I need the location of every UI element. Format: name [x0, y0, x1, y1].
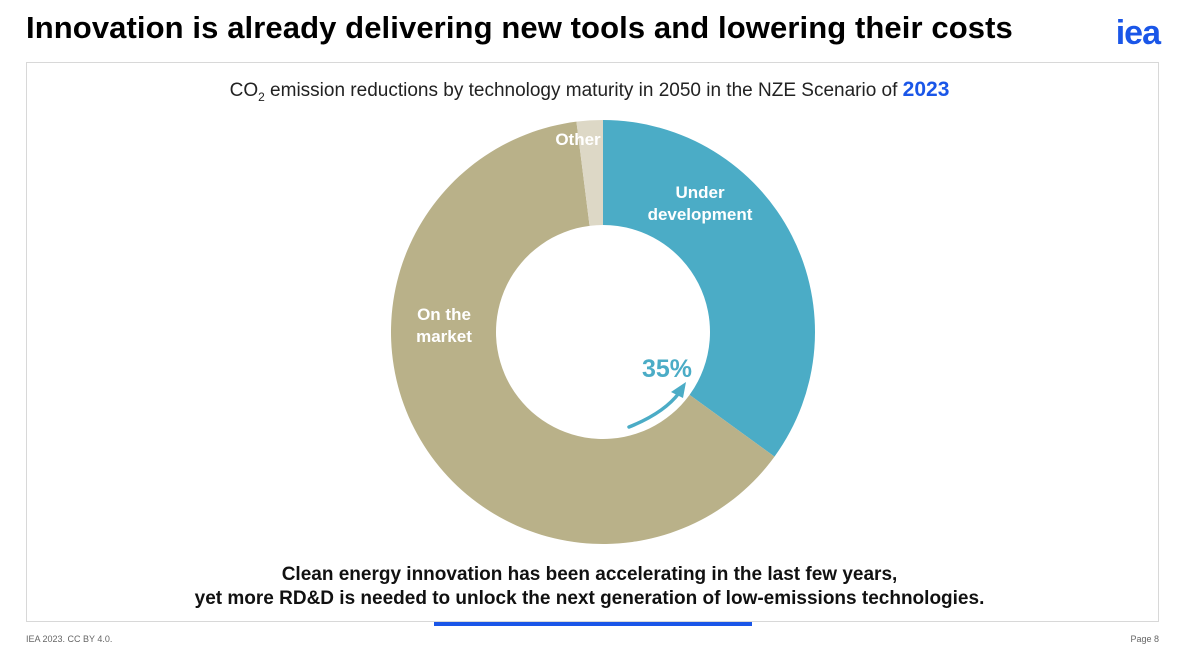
donut-slice-under-development: [603, 120, 815, 457]
slice-label-on-the-market: On the market: [416, 305, 472, 346]
chart-title-subscript: 2: [258, 89, 265, 104]
footer-page-number: Page 8: [1130, 634, 1159, 644]
chart-title-year: 2023: [902, 78, 950, 101]
accent-underline: [434, 622, 752, 626]
chart-title: CO2 emission reductions by technology ma…: [0, 78, 1179, 104]
slice-label-under-development: Under development: [648, 183, 753, 224]
page-title: Innovation is already delivering new too…: [26, 10, 1013, 45]
chart-title-co: CO: [229, 80, 259, 101]
iea-logo: iea: [1115, 14, 1161, 52]
chart-title-text: emission reductions by technology maturi…: [264, 80, 903, 101]
footer-license: IEA 2023. CC BY 4.0.: [26, 634, 113, 644]
donut-slice-on-the-market: [390, 121, 775, 545]
slice-label-other: Other: [555, 130, 601, 149]
takeaway-line-1: Clean energy innovation has been acceler…: [281, 564, 898, 585]
donut-slice-other: [576, 120, 603, 226]
annotation-arrowhead: [671, 382, 686, 398]
annotation-arrow: [627, 391, 681, 429]
key-takeaway: Clean energy innovation has been acceler…: [0, 563, 1179, 611]
takeaway-line-2: yet more RD&D is needed to unlock the ne…: [194, 588, 985, 609]
annotation-percentage: 35%: [642, 355, 692, 383]
